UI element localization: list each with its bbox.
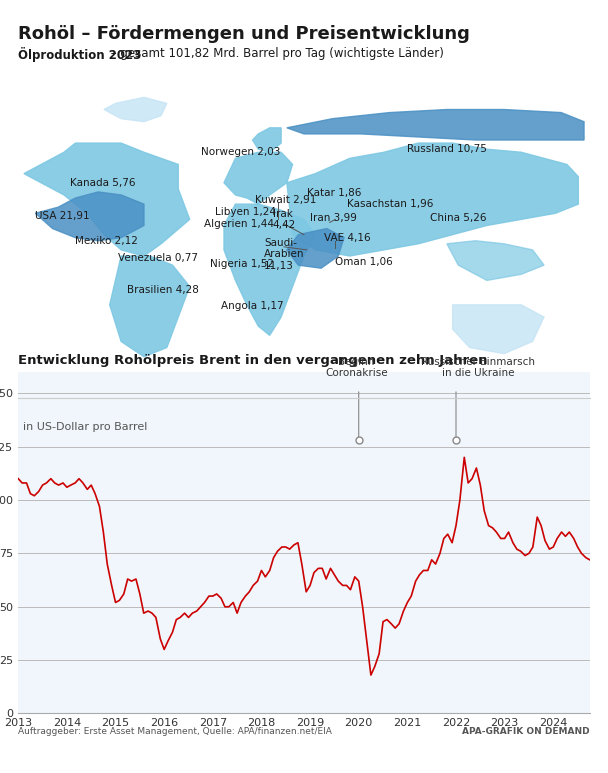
Text: Ölproduktion 2023: Ölproduktion 2023 <box>18 47 142 62</box>
Text: Angola 1,17: Angola 1,17 <box>221 301 284 312</box>
Text: Algerien 1,44: Algerien 1,44 <box>204 219 274 229</box>
Text: in US-Dollar pro Barrel: in US-Dollar pro Barrel <box>23 421 148 431</box>
Polygon shape <box>287 110 584 140</box>
Polygon shape <box>224 152 292 204</box>
Polygon shape <box>287 229 344 268</box>
Polygon shape <box>452 305 544 354</box>
Polygon shape <box>109 256 190 356</box>
Polygon shape <box>287 143 578 256</box>
Text: China 5,26: China 5,26 <box>430 213 486 223</box>
Text: APA-GRAFIK ON DEMAND: APA-GRAFIK ON DEMAND <box>462 727 590 736</box>
Text: Venezuela 0,77: Venezuela 0,77 <box>118 253 198 263</box>
Text: Kanada 5,76: Kanada 5,76 <box>70 178 135 188</box>
Text: Iran 3,99: Iran 3,99 <box>309 213 356 223</box>
Text: Auftraggeber: Erste Asset Management, Quelle: APA/finanzen.net/EIA: Auftraggeber: Erste Asset Management, Qu… <box>18 727 332 736</box>
FancyBboxPatch shape <box>18 66 590 372</box>
Text: VAE 4,16: VAE 4,16 <box>324 233 371 243</box>
Polygon shape <box>35 192 144 240</box>
Polygon shape <box>104 97 167 121</box>
Text: Saudi-
Arabien
11,13: Saudi- Arabien 11,13 <box>264 238 305 271</box>
Text: Irak
4,42: Irak 4,42 <box>272 209 296 230</box>
Text: Libyen 1,24: Libyen 1,24 <box>215 206 277 216</box>
Polygon shape <box>447 240 544 281</box>
Text: Norwegen 2,03: Norwegen 2,03 <box>201 147 280 157</box>
Text: Oman 1,06: Oman 1,06 <box>336 257 393 267</box>
Text: Kuwait 2,91: Kuwait 2,91 <box>255 195 317 205</box>
Text: – gesamt 101,82 Mrd. Barrel pro Tag (wichtigste Länder): – gesamt 101,82 Mrd. Barrel pro Tag (wic… <box>107 47 444 60</box>
Text: Russland 10,75: Russland 10,75 <box>407 145 487 154</box>
Text: Nigeria 1,52: Nigeria 1,52 <box>210 259 274 269</box>
Text: Entwicklung Rohölpreis Brent in den vergangenen zehn Jahren: Entwicklung Rohölpreis Brent in den verg… <box>18 353 488 366</box>
Text: Mexiko 2,12: Mexiko 2,12 <box>75 236 138 246</box>
Text: Russischer Einmarsch
in die Ukraine: Russischer Einmarsch in die Ukraine <box>421 357 535 378</box>
Text: Kasachstan 1,96: Kasachstan 1,96 <box>347 199 434 209</box>
Text: Brasilien 4,28: Brasilien 4,28 <box>127 284 199 295</box>
Polygon shape <box>252 128 281 152</box>
Text: Katar 1,86: Katar 1,86 <box>307 189 361 199</box>
Text: Beginn
Coronakrise: Beginn Coronakrise <box>325 357 388 378</box>
Polygon shape <box>24 143 190 256</box>
Text: Rohöl – Fördermengen und Preisentwicklung: Rohöl – Fördermengen und Preisentwicklun… <box>18 26 470 43</box>
Text: USA 21,91: USA 21,91 <box>35 211 90 221</box>
Polygon shape <box>224 204 316 335</box>
